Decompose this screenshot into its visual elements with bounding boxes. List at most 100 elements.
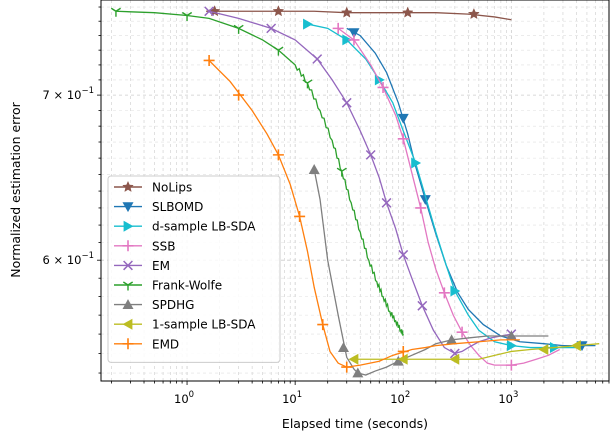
data-point-marker: [294, 210, 306, 222]
data-point-marker: [505, 359, 517, 371]
data-point-marker: [505, 330, 517, 341]
axes: 100 101 102 103 6 × 10−1 7 × 10−1: [43, 6, 610, 406]
legend-marker: [123, 220, 134, 232]
legend-marker: [122, 338, 134, 350]
data-point-marker: [348, 353, 359, 365]
data-point-marker: [110, 7, 122, 17]
legend-entry: EM: [114, 259, 170, 273]
legend-entry: 1-sample LB-SDA: [114, 318, 256, 332]
legend-label: EMD: [152, 337, 179, 351]
series-spdhg: [308, 164, 549, 378]
data-point-marker: [397, 353, 408, 365]
legend-label: SPDHG: [152, 298, 194, 312]
data-point-marker: [570, 340, 581, 352]
legend-marker: [122, 281, 134, 291]
data-point-marker: [397, 345, 409, 357]
x-tick-label: 101: [282, 390, 302, 406]
plot-area: [110, 5, 600, 378]
legend-entry: d-sample LB-SDA: [114, 220, 256, 234]
data-point-marker: [506, 340, 517, 352]
x-tick-label: 102: [390, 390, 410, 406]
data-point-marker: [438, 287, 450, 299]
series-d-sample-lb-sda: [303, 18, 577, 354]
series-emd: [203, 54, 520, 373]
data-point-marker: [397, 133, 409, 145]
legend-label: SLBOMD: [152, 200, 203, 214]
data-point-marker: [352, 367, 364, 378]
x-axis-title: Elapsed time (seconds): [282, 416, 428, 431]
legend-marker: [122, 318, 133, 330]
data-point-marker: [266, 23, 277, 34]
series-line: [208, 60, 520, 368]
data-point-marker: [204, 6, 215, 17]
data-point-marker: [415, 202, 427, 214]
data-point-marker: [377, 81, 389, 93]
data-point-marker: [450, 285, 461, 297]
data-point-marker: [336, 167, 347, 177]
data-point-marker: [272, 5, 285, 17]
data-point-marker: [340, 6, 353, 18]
legend-box: [107, 175, 281, 363]
data-point-marker: [446, 334, 458, 345]
data-point-marker: [411, 157, 422, 169]
legend-marker: [122, 180, 134, 192]
data-point-marker: [365, 149, 376, 160]
x-tick-label: 100: [174, 390, 194, 406]
data-point-marker: [449, 353, 460, 365]
data-point-marker: [233, 24, 244, 34]
data-point-marker: [317, 319, 329, 331]
data-point-marker: [272, 149, 284, 161]
legend-label: 1-sample LB-SDA: [152, 318, 256, 332]
data-point-marker: [381, 197, 392, 208]
plot-frame: [100, 0, 610, 382]
data-point-marker: [332, 22, 344, 34]
legend-entry: SSB: [114, 239, 175, 253]
data-point-marker: [348, 34, 360, 46]
series-frank-wolfe: [110, 7, 404, 336]
y-tick-label: 7 × 10−1: [43, 86, 94, 102]
series-nolips: [206, 5, 512, 21]
data-point-marker: [337, 342, 349, 352]
data-point-marker: [342, 34, 353, 46]
data-point-marker: [181, 11, 193, 22]
data-point-marker: [302, 79, 313, 89]
legend-entry: NoLips: [114, 181, 192, 195]
data-point-marker: [398, 249, 409, 260]
legend-entry: Frank-Wolfe: [114, 279, 222, 293]
data-point-marker: [341, 361, 353, 373]
data-point-marker: [273, 46, 284, 56]
y-tick-label: 6 × 10−1: [43, 251, 94, 267]
data-point-marker: [203, 54, 215, 66]
data-point-marker: [417, 300, 428, 311]
series-line: [313, 169, 549, 376]
data-point-marker: [308, 164, 320, 174]
data-point-marker: [312, 54, 323, 64]
legend-label: EM: [152, 259, 170, 273]
legend-entry: SPDHG: [114, 298, 194, 312]
data-point-marker: [392, 355, 404, 366]
legend-entry: SLBOMD: [114, 200, 203, 214]
data-point-marker: [397, 113, 409, 124]
legend-label: NoLips: [152, 181, 192, 195]
data-point-marker: [348, 28, 360, 39]
data-point-marker: [419, 195, 431, 205]
series-line: [353, 343, 600, 360]
data-point-marker: [303, 18, 313, 30]
data-point-marker: [468, 7, 480, 20]
legend-marker: [123, 260, 133, 271]
legend-marker: [122, 240, 134, 252]
series-line: [115, 10, 404, 336]
data-point-marker: [341, 97, 352, 108]
legend-label: SSB: [152, 239, 175, 253]
series-1-sample-lb-sda: [348, 340, 600, 365]
legend-label: Frank-Wolfe: [152, 279, 222, 293]
data-point-marker: [401, 6, 414, 18]
legend-label: d-sample LB-SDA: [152, 220, 256, 234]
legend-marker: [122, 202, 134, 213]
legend: NoLips SLBOMD d-sample LB-SDA SSB EM Frank-Wo…: [107, 175, 281, 363]
legend-marker: [122, 299, 134, 309]
series-ssb: [332, 22, 561, 371]
data-point-marker: [456, 326, 468, 338]
y-axis-title: Normalized estimation error: [8, 101, 23, 277]
